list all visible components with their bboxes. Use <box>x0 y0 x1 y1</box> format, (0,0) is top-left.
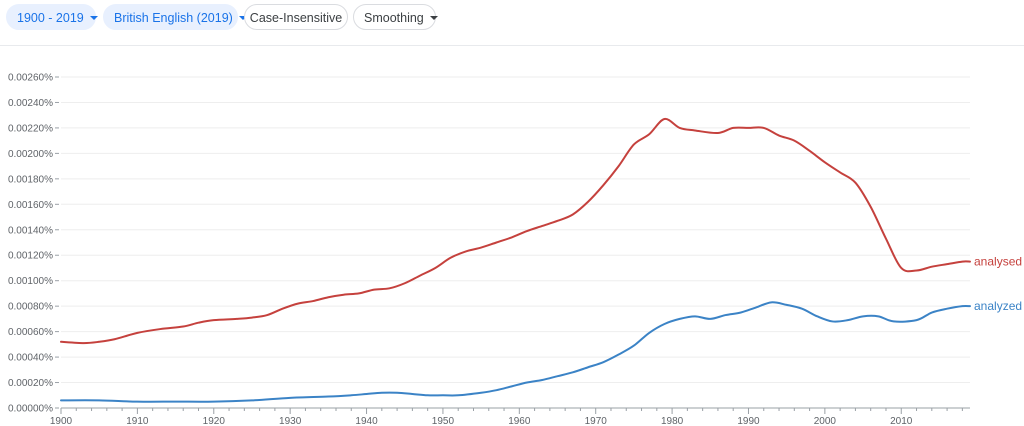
toolbar: 1900 - 2019 British English (2019) Case-… <box>0 0 1024 46</box>
x-tick-label: 1980 <box>661 416 684 426</box>
y-tick-label: 0.00180% <box>8 174 53 185</box>
chevron-down-icon <box>89 15 98 20</box>
x-tick-label: 1910 <box>126 416 149 426</box>
y-tick-label: 0.00240% <box>8 98 53 109</box>
y-tick-label: 0.00000% <box>8 404 53 415</box>
x-tick-label: 1900 <box>50 416 73 426</box>
series-line-analysed <box>60 118 971 345</box>
y-tick-label: 0.00120% <box>8 251 53 262</box>
y-tick-label: 0.00100% <box>8 276 53 287</box>
x-tick-label: 2010 <box>890 416 913 426</box>
y-tick-label: 0.00080% <box>8 302 53 313</box>
y-tick-label: 0.00220% <box>8 123 53 134</box>
y-tick-label: 0.00160% <box>8 200 53 211</box>
x-tick-label: 1930 <box>279 416 302 426</box>
x-tick-label: 1920 <box>203 416 226 426</box>
x-tick-label: 1960 <box>508 416 531 426</box>
x-tick-label: 1950 <box>432 416 455 426</box>
y-tick-label: 0.00140% <box>8 225 53 236</box>
x-tick-label: 1970 <box>585 416 608 426</box>
series-labels: analysed analyzed <box>974 255 1022 314</box>
series-label-analyzed: analyzed <box>974 299 1022 313</box>
y-tick-label: 0.00260% <box>8 73 53 84</box>
y-tick-label: 0.00020% <box>8 378 53 389</box>
corpus-label: British English (2019) <box>114 11 233 25</box>
series-label-analysed: analysed <box>974 255 1022 269</box>
grid <box>61 76 970 384</box>
series <box>60 118 971 403</box>
x-tick-label: 1990 <box>737 416 760 426</box>
year-range-label: 1900 - 2019 <box>17 11 84 25</box>
x-tick-label: 1940 <box>355 416 378 426</box>
axes: 0.00000% 0.00020% 0.00040% 0.00060% 0.00080%… <box>8 73 970 426</box>
case-insensitive-toggle[interactable]: Case-Insensitive <box>244 4 348 30</box>
smoothing-label: Smoothing <box>364 11 424 25</box>
chevron-down-icon <box>238 15 247 20</box>
chevron-down-icon <box>429 15 438 20</box>
corpus-dropdown[interactable]: British English (2019) <box>103 4 247 30</box>
x-tick-label: 2000 <box>814 416 837 426</box>
y-tick-label: 0.00040% <box>8 353 53 364</box>
year-range-dropdown[interactable]: 1900 - 2019 <box>6 4 98 30</box>
series-line-analyzed <box>60 301 971 403</box>
y-tick-label: 0.00060% <box>8 327 53 338</box>
case-insensitive-label: Case-Insensitive <box>249 11 343 25</box>
y-tick-label: 0.00200% <box>8 149 53 160</box>
smoothing-dropdown[interactable]: Smoothing <box>353 4 438 30</box>
